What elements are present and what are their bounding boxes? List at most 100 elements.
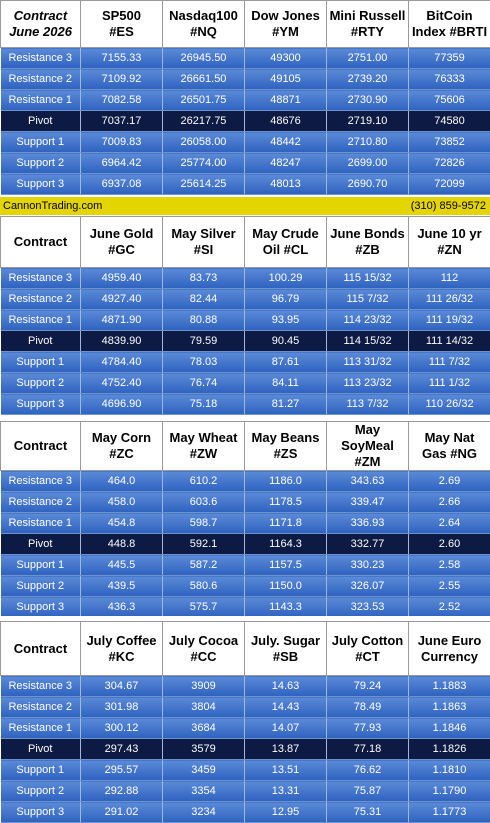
instrument-header: June Bonds#ZB — [327, 217, 409, 268]
level-value: 48013 — [245, 174, 327, 195]
level-value: 2.55 — [409, 576, 490, 597]
header-text: BitCoin — [426, 8, 472, 23]
level-value: 13.51 — [245, 760, 327, 781]
level-value: 3579 — [163, 739, 245, 760]
header-text: SP500 — [102, 8, 141, 23]
instrument-header: SP500#ES — [81, 1, 163, 48]
level-value: 292.88 — [81, 781, 163, 802]
level-value: 295.57 — [81, 760, 163, 781]
header-text: Contract — [14, 234, 67, 249]
instrument-header: July Cocoa#CC — [163, 622, 245, 676]
level-value: 2690.70 — [327, 174, 409, 195]
instrument-header: May Corn#ZC — [81, 422, 163, 471]
level-value: 1171.8 — [245, 513, 327, 534]
header-text: June Bonds — [330, 226, 404, 241]
header-text: Oil #CL — [263, 242, 309, 257]
level-value: 587.2 — [163, 555, 245, 576]
level-value: 110 26/32 — [409, 394, 490, 415]
header-text: #ZN — [437, 242, 462, 257]
level-value: 25614.25 — [163, 174, 245, 195]
instrument-header: July Cotton#CT — [327, 622, 409, 676]
header-text: #ZC — [109, 446, 134, 461]
instrument-header: July. Sugar#SB — [245, 622, 327, 676]
level-label: Resistance 3 — [1, 268, 81, 289]
instrument-header: May Silver#SI — [163, 217, 245, 268]
instrument-header: July Coffee#KC — [81, 622, 163, 676]
header-text: June 2026 — [9, 24, 72, 39]
level-label: Support 3 — [1, 802, 81, 823]
header-text: Mini Russell — [330, 8, 406, 23]
level-value: 75.87 — [327, 781, 409, 802]
level-value: 77.93 — [327, 718, 409, 739]
level-label: Support 3 — [1, 174, 81, 195]
level-value: 111 7/32 — [409, 352, 490, 373]
level-value: 26501.75 — [163, 90, 245, 111]
level-label: Support 3 — [1, 597, 81, 618]
level-value: 336.93 — [327, 513, 409, 534]
level-label: Resistance 1 — [1, 310, 81, 331]
level-value: 575.7 — [163, 597, 245, 618]
level-value: 48676 — [245, 111, 327, 132]
level-value: 76.62 — [327, 760, 409, 781]
banner-phone[interactable]: (310) 859-9572 — [411, 200, 486, 212]
level-value: 112 — [409, 268, 490, 289]
header-text: May Corn — [92, 430, 151, 445]
level-value: 300.12 — [81, 718, 163, 739]
level-value: 304.67 — [81, 676, 163, 697]
level-value: 330.23 — [327, 555, 409, 576]
level-value: 2739.20 — [327, 69, 409, 90]
banner-website[interactable]: CannonTrading.com — [3, 200, 102, 212]
level-value: 26058.00 — [163, 132, 245, 153]
level-value: 81.27 — [245, 394, 327, 415]
header-text: #CC — [190, 649, 216, 664]
level-value: 114 15/32 — [327, 331, 409, 352]
level-value: 291.02 — [81, 802, 163, 823]
header-text: Currency — [421, 649, 478, 664]
header-text: July Cocoa — [169, 633, 238, 648]
level-value: 3234 — [163, 802, 245, 823]
level-value: 1178.5 — [245, 492, 327, 513]
level-value: 439.5 — [81, 576, 163, 597]
level-value: 436.3 — [81, 597, 163, 618]
level-value: 76333 — [409, 69, 490, 90]
level-value: 454.8 — [81, 513, 163, 534]
header-text: #ZM — [355, 454, 381, 469]
level-value: 48442 — [245, 132, 327, 153]
level-label: Pivot — [1, 331, 81, 352]
header-text: May — [355, 422, 380, 437]
level-label: Support 2 — [1, 576, 81, 597]
level-value: 73852 — [409, 132, 490, 153]
level-value: 2.52 — [409, 597, 490, 618]
level-value: 4839.90 — [81, 331, 163, 352]
header-text: Contract — [14, 641, 67, 656]
level-value: 113 23/32 — [327, 373, 409, 394]
header-text: May Beans — [252, 430, 320, 445]
level-value: 4752.40 — [81, 373, 163, 394]
level-value: 2.58 — [409, 555, 490, 576]
level-value: 72099 — [409, 174, 490, 195]
level-value: 114 23/32 — [327, 310, 409, 331]
level-value: 301.98 — [81, 697, 163, 718]
header-text: May Wheat — [170, 430, 238, 445]
level-value: 2710.80 — [327, 132, 409, 153]
level-value: 6964.42 — [81, 153, 163, 174]
level-value: 12.95 — [245, 802, 327, 823]
instrument-header: Dow Jones#YM — [245, 1, 327, 48]
level-value: 7155.33 — [81, 48, 163, 69]
level-value: 7109.92 — [81, 69, 163, 90]
level-label: Resistance 2 — [1, 289, 81, 310]
level-value: 7082.58 — [81, 90, 163, 111]
